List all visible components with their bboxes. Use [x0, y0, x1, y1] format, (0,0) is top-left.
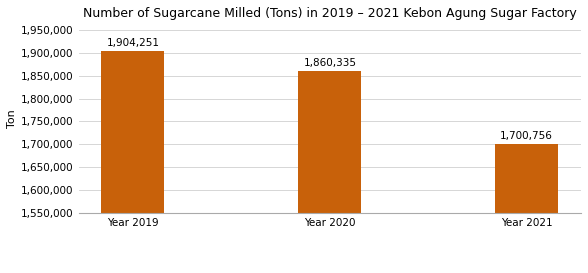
Title: Number of Sugarcane Milled (Tons) in 2019 – 2021 Kebon Agung Sugar Factory: Number of Sugarcane Milled (Tons) in 201…: [83, 7, 577, 20]
Bar: [298, 71, 362, 213]
Text: 1,700,756: 1,700,756: [500, 131, 553, 141]
Bar: [102, 51, 165, 213]
Text: 1,904,251: 1,904,251: [106, 38, 159, 48]
Bar: [495, 144, 558, 213]
Text: 1,860,335: 1,860,335: [303, 58, 356, 68]
Y-axis label: Ton: Ton: [7, 110, 17, 129]
